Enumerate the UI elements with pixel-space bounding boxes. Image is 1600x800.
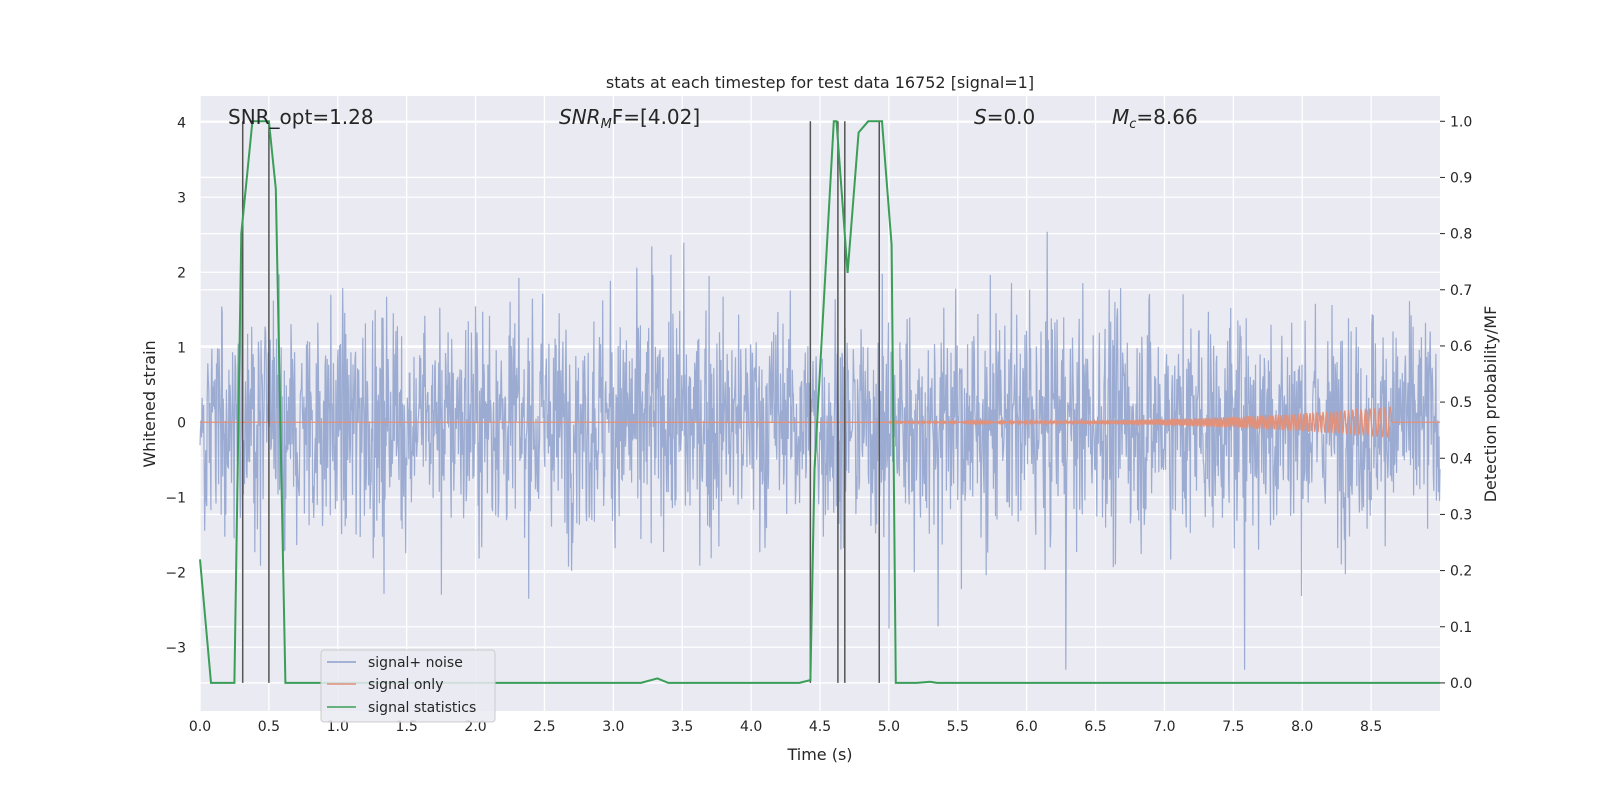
y2-tick-label: 0.4 [1450, 451, 1472, 467]
x-tick-label: 4.0 [740, 719, 762, 735]
y2-tick-label: 0.3 [1450, 507, 1472, 523]
x-tick-label: 1.5 [396, 719, 418, 735]
legend-label-noise: signal+ noise [368, 655, 463, 671]
x-tick-label: 2.5 [533, 719, 555, 735]
legend-label-statistics: signal statistics [368, 700, 476, 716]
mc-value: =8.66 [1136, 105, 1197, 129]
x-tick-label: 0.5 [258, 719, 280, 735]
y2-tick-label: 0.7 [1450, 283, 1472, 299]
y2-tick-label: 0.6 [1450, 339, 1472, 355]
snr-mf-label: SNR [559, 105, 601, 129]
y-tick-label: 1 [177, 340, 186, 356]
x-tick-label: 6.0 [1016, 719, 1038, 735]
snr-opt-annotation: SNR_opt=1.28 [228, 105, 374, 129]
snr-mf-value: F=[4.02] [612, 105, 700, 129]
y-tick-label: 0 [177, 415, 186, 431]
x-tick-label: 5.5 [947, 719, 969, 735]
x-tick-label: 3.5 [671, 719, 693, 735]
y2-tick-label: 0.9 [1450, 170, 1472, 186]
y2-tick-label: 0.0 [1450, 676, 1472, 692]
y-tick-label: 2 [177, 265, 186, 281]
legend: signal+ noise signal only signal statist… [320, 649, 496, 723]
x-tick-label: 8.0 [1291, 719, 1313, 735]
mc-subscript: c [1129, 117, 1136, 132]
snr-mf-annotation: SNRMF=[4.02] [559, 105, 700, 132]
y2-tick-label: 0.8 [1450, 227, 1472, 243]
y2-axis-label: Detection probability/MF [1481, 306, 1500, 503]
signal-statistics-line [199, 120, 1440, 684]
legend-label-signal-only: signal only [368, 677, 443, 693]
y2-tick-label: 1.0 [1450, 114, 1472, 130]
mc-label: M [1112, 105, 1129, 129]
y-tick-label: 3 [177, 190, 186, 206]
s-stat-annotation: S=0.0 [974, 105, 1035, 129]
signal-statistics-series [199, 120, 1440, 684]
x-tick-label: 5.0 [878, 719, 900, 735]
y-tick-label: −1 [165, 490, 186, 506]
s-stat-value: =0.0 [987, 105, 1036, 129]
snr-mf-subscript: M [601, 117, 612, 132]
x-tick-label: 0.0 [189, 719, 211, 735]
x-axis-ticks: 0.0 0.5 1.0 1.5 2.0 2.5 3.0 3.5 4.0 4.5 5.0 5.5 6.0 6… [189, 719, 1382, 735]
x-tick-label: 7.5 [1222, 719, 1244, 735]
x-tick-label: 4.5 [809, 719, 831, 735]
y-axis-label: Whitened strain [140, 340, 159, 467]
signal-only-series [199, 406, 1440, 439]
y-tick-label: −2 [165, 565, 186, 581]
x-tick-label: 1.0 [327, 719, 349, 735]
s-stat-label: S [974, 105, 987, 129]
legend-box [320, 649, 496, 723]
x-axis-label: Time (s) [786, 745, 852, 764]
mc-annotation: Mc=8.66 [1112, 105, 1198, 132]
signal-only-line [199, 406, 1440, 439]
y-tick-label: −3 [165, 640, 186, 656]
y2-axis-ticks: 0.0 0.1 0.2 0.3 0.4 0.5 0.6 0.7 0.8 0.9 1.0 [1440, 114, 1472, 692]
y2-tick-label: 0.2 [1450, 564, 1472, 580]
y2-tick-label: 0.5 [1450, 395, 1472, 411]
x-tick-label: 2.0 [464, 719, 486, 735]
y2-tick-label: 0.1 [1450, 620, 1472, 636]
x-tick-label: 7.0 [1153, 719, 1175, 735]
y-axis-ticks: −3 −2 −1 0 1 2 3 4 [165, 115, 186, 656]
x-tick-label: 3.0 [602, 719, 624, 735]
y-tick-label: 4 [177, 115, 186, 131]
x-tick-label: 8.5 [1360, 719, 1382, 735]
chart-title: stats at each timestep for test data 167… [606, 73, 1034, 92]
x-tick-label: 6.5 [1084, 719, 1106, 735]
